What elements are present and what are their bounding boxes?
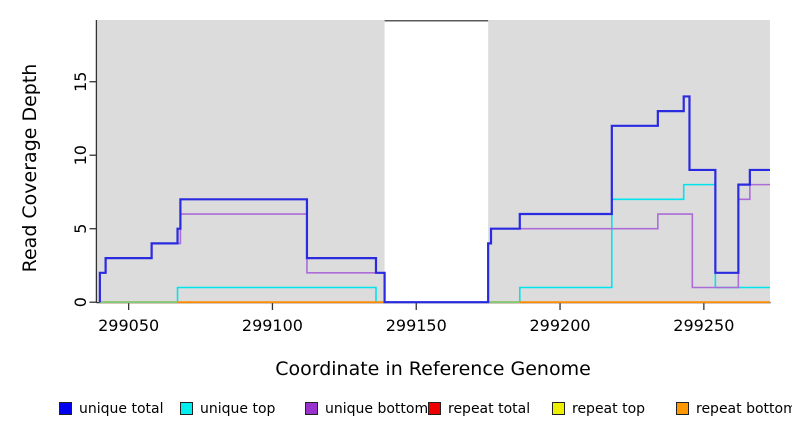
x-tick-label: 299100 <box>242 316 303 335</box>
y-axis-title: Read Coverage Depth <box>19 63 41 273</box>
legend-swatch-unique-bottom <box>305 402 318 415</box>
legend-item-repeat-total: repeat total <box>428 400 531 417</box>
series-unique-total <box>98 95 770 304</box>
legend-label-unique-bottom: unique bottom <box>325 400 429 417</box>
legend-label-repeat-bottom: repeat bottom <box>696 400 792 417</box>
x-tick-label: 299050 <box>98 316 159 335</box>
x-axis-title: Coordinate in Reference Genome <box>275 358 591 380</box>
x-tick-label: 299150 <box>386 316 447 335</box>
legend-swatch-repeat-total <box>428 402 441 415</box>
gap-region <box>384 20 489 304</box>
legend-swatch-unique-top <box>180 402 193 415</box>
legend-label-repeat-top: repeat top <box>572 400 646 417</box>
legend-item-unique-bottom: unique bottom <box>305 400 429 417</box>
y-tick-label: 5 <box>71 224 90 234</box>
y-tick-label: 15 <box>71 72 90 92</box>
legend-item-repeat-top: repeat top <box>552 400 646 417</box>
legend-label-unique-top: unique top <box>200 400 276 417</box>
legend-label-unique-total: unique total <box>79 400 164 417</box>
series-unique-top <box>99 183 770 303</box>
legend-item-unique-total: unique total <box>59 400 164 417</box>
legend-swatch-unique-total <box>59 402 72 415</box>
legend-swatch-repeat-bottom <box>676 402 689 415</box>
legend-item-repeat-bottom: repeat bottom <box>676 400 792 417</box>
y-tick-label: 10 <box>71 145 90 165</box>
x-tick-label: 299250 <box>673 316 734 335</box>
legend-label-repeat-total: repeat total <box>448 400 531 417</box>
x-tick-label: 299200 <box>530 316 591 335</box>
legend-item-unique-top: unique top <box>180 400 276 417</box>
y-tick-label: 0 <box>71 297 90 307</box>
legend-swatch-repeat-top <box>552 402 565 415</box>
